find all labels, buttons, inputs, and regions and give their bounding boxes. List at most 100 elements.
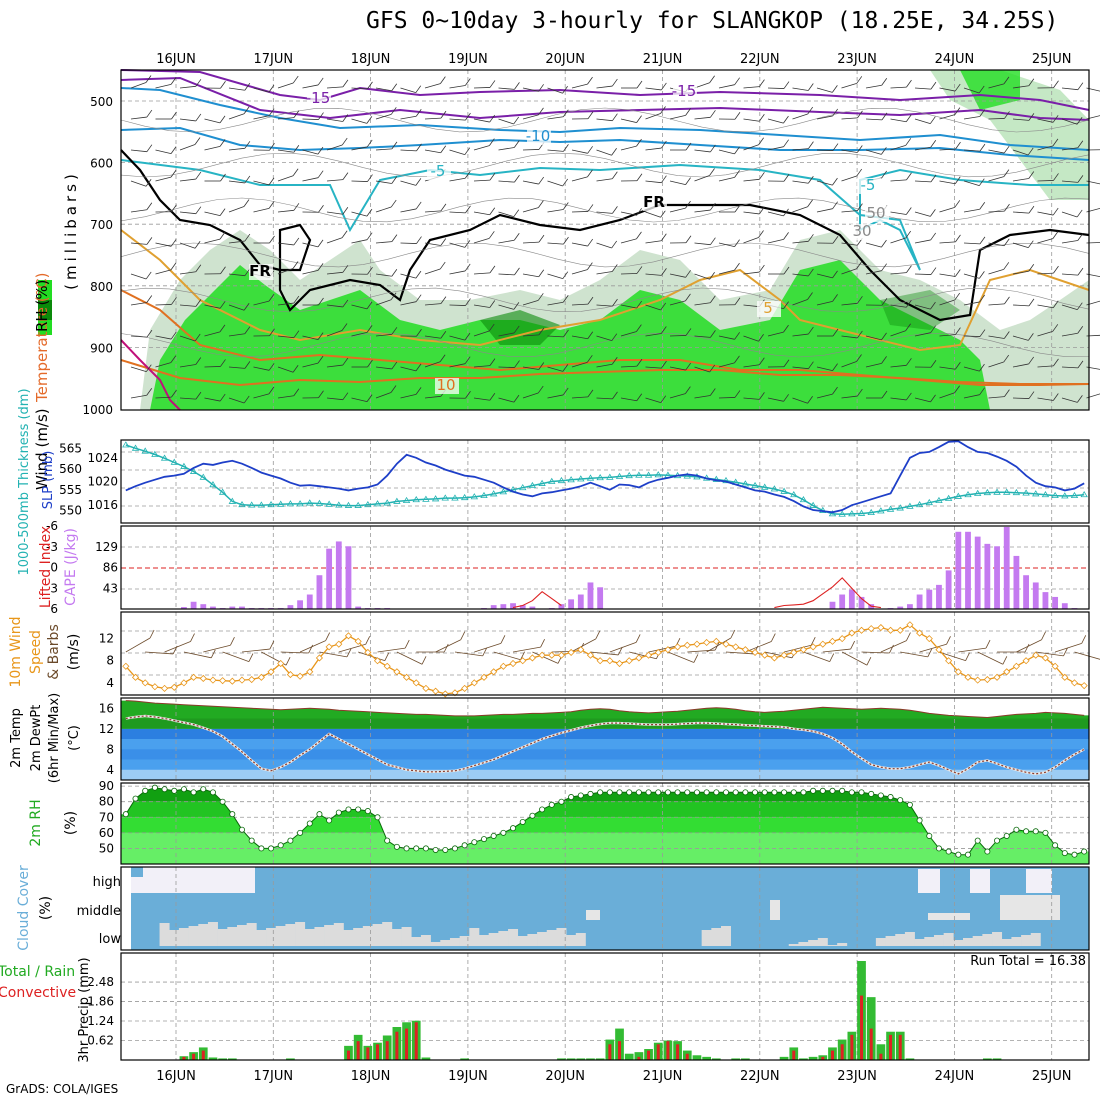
upper-wind-barb-flag xyxy=(710,202,716,211)
wind-ylabel-c: & Barbs xyxy=(46,624,62,680)
upper-wind-barb-flag xyxy=(832,328,839,337)
upper-wind-barb xyxy=(375,392,392,399)
upper-wind-barb-flag xyxy=(317,263,324,271)
upper-wind-barb xyxy=(228,113,245,120)
thickness-marker xyxy=(964,491,972,498)
cloud-low-bar xyxy=(885,936,896,946)
cloud-mid-block xyxy=(586,910,600,920)
wind-tick-label: 12 xyxy=(99,632,114,646)
slp-tick-label: 1024 xyxy=(87,451,118,465)
upper-wind-barb xyxy=(939,241,956,244)
precip-total-bar xyxy=(576,1058,586,1060)
temp-contour xyxy=(120,76,1090,121)
rh2m-marker xyxy=(703,789,710,796)
wind-barb xyxy=(977,651,1004,665)
wind-speed-marker xyxy=(916,629,924,637)
upper-wind-barb-flag xyxy=(587,111,594,119)
li-tick-label: 6 xyxy=(50,602,58,616)
upper-wind-barb-flag xyxy=(660,395,667,403)
precip-convective-bar xyxy=(656,1044,660,1060)
upper-wind-barb xyxy=(841,302,858,306)
upper-wind-barb-flag xyxy=(514,174,520,183)
upper-wind-barb-flag xyxy=(1028,298,1035,307)
upper-wind-barb-flag xyxy=(1077,175,1084,183)
thickness-marker xyxy=(170,458,178,465)
pressure-tick-label: 800 xyxy=(90,280,113,294)
cloud-low-bar xyxy=(382,922,393,946)
upper-wind-barb-flag xyxy=(709,388,716,396)
upper-air-ylabel-temp: Temperature (°C) xyxy=(33,273,51,403)
rh2m-marker xyxy=(645,789,652,796)
precip-convective-bar xyxy=(898,1034,902,1060)
cloud-low-bar xyxy=(324,925,335,946)
wind-barb xyxy=(861,651,890,654)
wind-speed-marker xyxy=(906,621,914,629)
upper-wind-barb-flag xyxy=(293,295,300,304)
contour-label-bg xyxy=(851,224,875,240)
upper-wind-barb-flag xyxy=(979,271,985,279)
upper-wind-barb xyxy=(204,331,221,337)
upper-wind-barb xyxy=(865,118,882,121)
upper-wind-barb-flag xyxy=(1028,263,1035,272)
wind-barb-flag xyxy=(346,648,352,658)
cloud-level-middle: middle xyxy=(77,904,121,919)
wind-speed-marker xyxy=(170,683,178,691)
upper-wind-barb xyxy=(571,242,588,247)
wind-barb xyxy=(512,646,541,653)
wind-barb-flag xyxy=(617,646,623,656)
upper-wind-barb-flag xyxy=(145,364,152,372)
pressure-tick-label: 700 xyxy=(90,218,113,232)
rh2m-marker xyxy=(355,806,362,813)
upper-wind-barb xyxy=(669,393,686,399)
cloud-low-bar xyxy=(827,945,838,946)
upper-wind-barb-flag xyxy=(636,138,642,147)
upper-wind-barb-flag xyxy=(219,115,226,124)
wind-barb-flag xyxy=(285,656,291,666)
upper-wind-barb-flag xyxy=(220,173,226,182)
cape-bar xyxy=(974,536,981,609)
upper-wind-barb xyxy=(351,180,368,182)
rh2m-marker xyxy=(413,845,420,852)
upper-wind-barb-flag xyxy=(1052,138,1059,147)
upper-wind-barb-flag xyxy=(146,202,153,211)
cape-ylabel-li: Lifted Index xyxy=(38,526,54,608)
upper-wind-barb-flag xyxy=(808,175,814,184)
precip-convective-bar xyxy=(182,1056,186,1060)
cape-bar xyxy=(239,606,245,609)
upper-wind-barb-flag xyxy=(906,299,912,308)
upper-wind-barb xyxy=(645,211,661,218)
upper-wind-barb xyxy=(522,149,540,151)
upper-wind-barb xyxy=(277,82,294,89)
wind-speed-marker xyxy=(461,684,469,692)
upper-wind-barb xyxy=(767,397,784,402)
upper-wind-barb xyxy=(792,206,808,213)
rh2m-tick-label: 70 xyxy=(99,810,114,824)
upper-wind-barb xyxy=(1012,85,1029,89)
upper-wind-barb xyxy=(743,144,759,151)
upper-wind-barb xyxy=(645,366,662,369)
thickness-marker xyxy=(499,488,508,495)
rh-shade-upper-green xyxy=(960,70,1020,110)
upper-wind-barb xyxy=(718,242,735,247)
upper-wind-barb xyxy=(547,149,564,152)
temp-tick-label: 16 xyxy=(99,701,114,715)
upper-wind-barb xyxy=(988,361,1004,368)
thickness-marker xyxy=(199,473,207,480)
wind-barb-flag xyxy=(421,656,427,665)
upper-wind-barb xyxy=(718,149,735,155)
thickness-marker xyxy=(228,497,237,504)
upper-wind-barb-flag xyxy=(342,114,349,122)
wind-speed-marker xyxy=(596,657,604,665)
contour-label: 10 xyxy=(436,376,455,394)
rh2m-marker xyxy=(500,829,507,836)
upper-wind-barb-flag xyxy=(538,327,545,336)
upper-wind-barb xyxy=(424,117,441,120)
cloud-low-bar xyxy=(546,930,557,946)
thickness-marker xyxy=(296,500,304,507)
date-label-bottom: 25JUN xyxy=(1032,1069,1072,1084)
upper-wind-barb xyxy=(326,237,343,244)
upper-wind-barb xyxy=(326,271,343,275)
cape-bar xyxy=(1023,575,1029,609)
upper-wind-barb-flag xyxy=(734,355,740,364)
upper-wind-barb xyxy=(988,396,1005,399)
